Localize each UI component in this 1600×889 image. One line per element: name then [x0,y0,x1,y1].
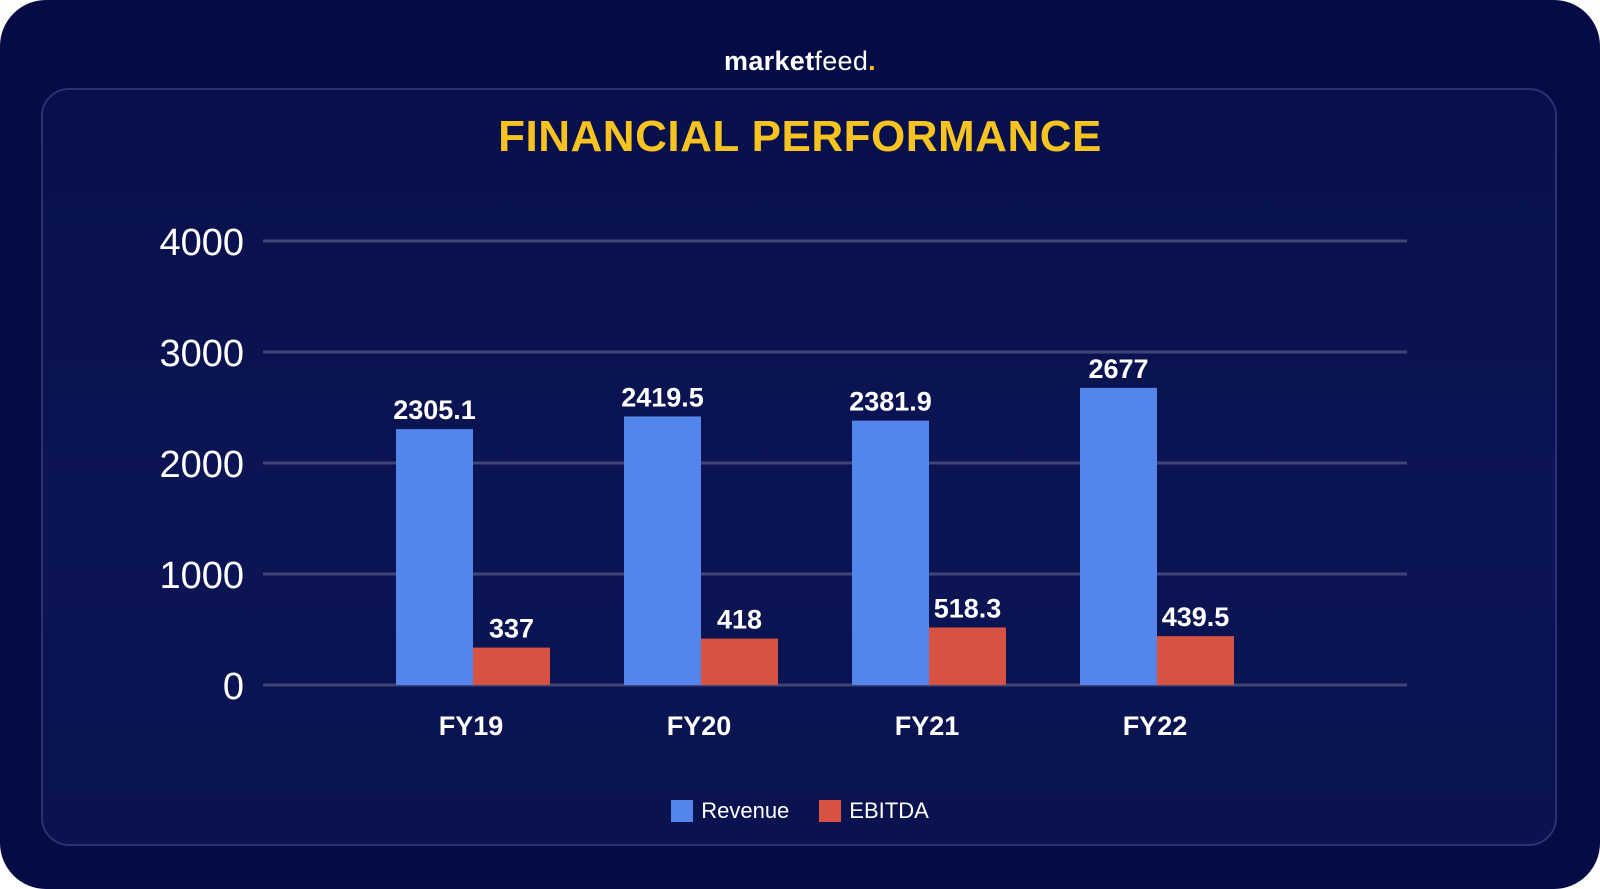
y-tick-label: 4000 [159,222,244,264]
legend-item-ebitda: EBITDA [819,798,929,824]
x-tick-label: FY20 [667,711,732,741]
bar-revenue-fy22 [1080,387,1157,685]
data-labels: 2305.1 337 2419.5 418 2381.9 518.3 2677 439.5 [393,354,1229,644]
chart-panel [41,88,1557,846]
y-tick-label: 2000 [159,444,244,486]
y-tick-label: 3000 [159,333,244,375]
legend: Revenue EBITDA [0,798,1600,824]
bar-ebitda-fy20 [701,638,778,685]
chart-title: FINANCIAL PERFORMANCE [498,112,1102,161]
legend-label-revenue: Revenue [701,798,790,823]
x-axis-ticks: FY19 FY20 FY21 FY22 [439,711,1188,741]
brand-logo: marketfeed. [0,46,1600,77]
bar-ebitda-fy22 [1157,636,1234,685]
brand-dot: . [868,46,876,76]
legend-swatch-ebitda [819,800,842,822]
data-label: 518.3 [934,593,1002,623]
bar-ebitda-fy19 [473,647,550,685]
data-label: 2677 [1088,354,1148,384]
legend-label-ebitda: EBITDA [849,798,929,823]
x-tick-label: FY21 [895,711,960,741]
x-tick-label: FY19 [439,711,504,741]
x-tick-label: FY22 [1123,711,1188,741]
data-label: 337 [489,614,534,644]
data-label: 439.5 [1162,602,1230,632]
bar-revenue-fy19 [396,429,473,685]
brand-name-bold: market [724,46,815,76]
legend-item-revenue: Revenue [671,798,789,824]
bar-revenue-fy21 [852,420,929,685]
y-axis-ticks: 0 1000 2000 3000 4000 [159,222,244,708]
data-label: 2381.9 [849,387,932,417]
data-label: 418 [717,605,762,635]
brand-name-light: feed [814,46,869,76]
legend-swatch-revenue [671,800,694,822]
data-label: 2305.1 [393,395,476,425]
y-tick-label: 0 [223,666,244,708]
data-label: 2419.5 [621,382,704,412]
bar-ebitda-fy21 [929,627,1006,685]
bars [396,387,1234,685]
bar-revenue-fy20 [624,416,701,685]
y-tick-label: 1000 [159,555,244,597]
